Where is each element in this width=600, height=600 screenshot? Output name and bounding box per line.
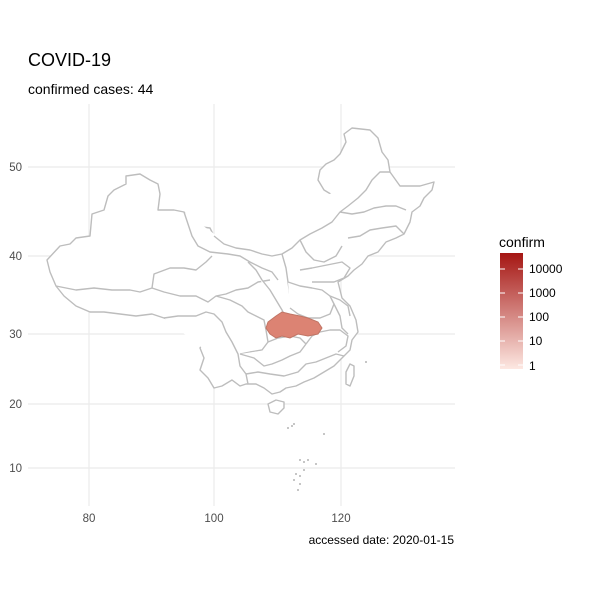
sichuan-chongqing-border	[215, 295, 269, 355]
jiangsu-anhui-border	[329, 295, 351, 335]
y-tick-label: 30	[9, 329, 22, 341]
y-axis-ticks: 50 40 30 20 10	[9, 162, 22, 475]
x-axis-ticks: 80 100 120	[83, 513, 351, 525]
guizhou-border	[239, 343, 307, 367]
legend-label: 1000	[529, 286, 556, 300]
y-tick-label: 40	[9, 251, 22, 263]
x-tick-label: 120	[331, 513, 350, 525]
hubei-region	[265, 311, 323, 339]
legend-title: confirm	[499, 234, 545, 250]
x-tick-label: 80	[83, 513, 96, 525]
hainan-island	[267, 399, 285, 415]
shandong-border	[299, 261, 351, 283]
y-tick-label: 10	[9, 463, 22, 475]
northeast-borders	[339, 205, 407, 239]
legend: confirm 10000 1000 100 10 1	[499, 234, 563, 373]
chart-title: COVID-19	[28, 50, 112, 70]
legend-label: 10000	[529, 262, 563, 276]
x-tick-label: 100	[204, 513, 223, 525]
guangxi-guangdong-border	[245, 353, 345, 377]
legend-label: 100	[529, 310, 549, 324]
china-province-map	[46, 127, 435, 415]
tibet-sichuan-border	[163, 311, 249, 385]
legend-ticks	[500, 268, 523, 366]
caption-accessed-date: accessed date: 2020-01-15	[308, 533, 454, 547]
y-tick-label: 50	[9, 162, 22, 174]
legend-colorbar	[500, 253, 523, 369]
ningxia-shaanxi-border	[247, 261, 287, 319]
legend-label: 10	[529, 334, 543, 348]
south-china-sea-islands	[287, 361, 367, 491]
y-tick-label: 20	[9, 399, 22, 411]
legend-label: 1	[529, 359, 536, 373]
chart-subtitle: confirmed cases: 44	[28, 81, 154, 97]
taiwan-island	[345, 363, 355, 387]
inner-mongolia-border	[213, 171, 390, 257]
hebei-border	[299, 239, 343, 263]
